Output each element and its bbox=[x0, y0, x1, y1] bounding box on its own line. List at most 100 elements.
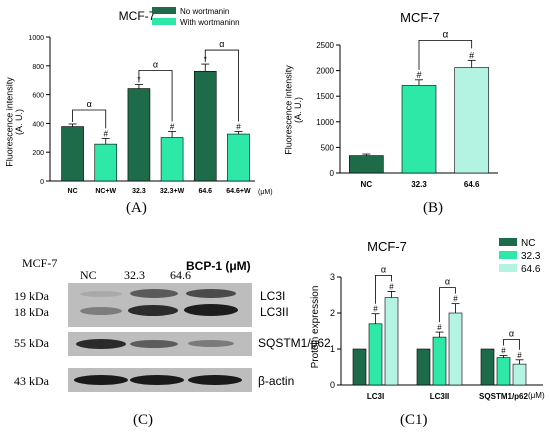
chart-a-unit: (μM) bbox=[258, 189, 273, 196]
band-actin-nc bbox=[74, 375, 128, 385]
chart-b-32-3-significance-marker: # bbox=[416, 70, 421, 80]
chart-b-ytick-label: 0 bbox=[330, 169, 335, 178]
chart-a-64-6-bar bbox=[193, 70, 217, 182]
chart-a-ytick-label: 600 bbox=[32, 93, 44, 100]
chart-c1-bracket-0-label: α bbox=[381, 264, 386, 274]
panel-label-c: (C) bbox=[133, 412, 153, 428]
chart-a-ytick-label: 800 bbox=[32, 64, 44, 71]
chart-a-bracket-2 bbox=[204, 49, 239, 122]
band-actin-32-3 bbox=[130, 375, 184, 385]
blot-label-lc3i: LC3I bbox=[260, 289, 286, 303]
chart-c1-ytick-label: 3 bbox=[330, 272, 335, 282]
chart-a-bracket-1-label: α bbox=[153, 60, 158, 70]
chart-c1-sqstm1-p62-nc-bar bbox=[480, 348, 495, 386]
legend-label-no-wortmanin: No wortmanin bbox=[180, 7, 229, 16]
chart-a: MCF-7 Fluorescence intensity(A. U.) No w… bbox=[4, 7, 273, 196]
blot-treatment-label: BCP-1 (μM) bbox=[186, 259, 251, 273]
chart-c1-bracket-0 bbox=[375, 275, 392, 304]
chart-b-nc-bar bbox=[349, 155, 384, 174]
chart-c1-sqstm1-p62-64-6-bar bbox=[512, 363, 527, 386]
chart-b-title: MCF-7 bbox=[400, 10, 440, 25]
chart-a-64-6-xtick-label: 64.6 bbox=[198, 188, 212, 195]
chart-a-nc-bar bbox=[61, 126, 84, 182]
chart-b: MCF-7 Fluorescence intensity(A. U.) 0 500… bbox=[283, 10, 498, 189]
chart-a-ytick-label: 1000 bbox=[28, 35, 44, 42]
chart-c1-sqstm1-p62-32-3-bar bbox=[496, 357, 511, 386]
chart-a-32-3-w-bar bbox=[160, 137, 184, 182]
panel-label-b: (B) bbox=[423, 200, 443, 216]
chart-c1-lc3ii-32-3-significance-marker: # bbox=[437, 323, 442, 332]
chart-a-legend: No wortmanin With wortmaninn bbox=[152, 7, 240, 27]
chart-a-32-3-w-significance-marker: # bbox=[170, 122, 175, 131]
chart-c1-lc3ii-xtick-label: LC3II bbox=[430, 392, 450, 401]
chart-b-32-3-xtick-label: 32.3 bbox=[411, 180, 427, 189]
chart-a-bracket-1 bbox=[138, 70, 173, 122]
blot-lane-nc: NC bbox=[80, 268, 97, 282]
band-lc3i-64-6 bbox=[186, 289, 236, 298]
blot-strip-p62 bbox=[68, 332, 252, 356]
chart-c1-legend: NC 32.3 64.6 bbox=[499, 238, 541, 275]
chart-c1-lc3i-64-6-bar bbox=[384, 297, 399, 386]
chart-c1: MCF-7 Protein expression NC 32.3 64.6 (μ… bbox=[310, 238, 545, 401]
chart-c1-bracket-1 bbox=[439, 287, 456, 323]
blot-label-lc3ii: LC3II bbox=[260, 305, 289, 319]
chart-c1-lc3i-32-3-significance-marker: # bbox=[373, 305, 378, 314]
chart-b-ylabel: Fluorescence intensity(A. U.) bbox=[283, 65, 303, 155]
chart-c1-lc3i-64-6-significance-marker: # bbox=[389, 282, 394, 291]
chart-b-ytick-label: 500 bbox=[321, 143, 335, 152]
legend-swatch-64-6 bbox=[499, 264, 517, 272]
chart-b-32-3-bar bbox=[401, 85, 437, 174]
chart-c1-title: MCF-7 bbox=[367, 239, 407, 254]
legend-swatch-no-wortmanin bbox=[152, 7, 176, 14]
blot-strip-lc3 bbox=[68, 283, 252, 327]
panel-label-a: (A) bbox=[126, 200, 147, 216]
chart-a-nc-w-bar bbox=[94, 143, 118, 182]
chart-a-bracket-2-label: α bbox=[219, 39, 224, 49]
chart-c1-sqstm1-p62-64-6-significance-marker: # bbox=[517, 351, 522, 360]
chart-b-bracket-0-label: α bbox=[442, 29, 448, 40]
chart-a-nc-w-significance-marker: # bbox=[104, 129, 109, 138]
chart-c1-ytick-label: 1 bbox=[330, 344, 335, 354]
chart-a-ytick-label: 400 bbox=[32, 121, 44, 128]
chart-a-32-3-xtick-label: 32.3 bbox=[132, 188, 146, 195]
blot-marker-55kda: 55 kDa bbox=[14, 336, 49, 350]
band-actin-64-6 bbox=[188, 375, 242, 385]
chart-b-ytick-label: 2500 bbox=[316, 41, 334, 50]
chart-c1-lc3ii-nc-bar bbox=[416, 348, 431, 386]
legend-label-32-3: 32.3 bbox=[521, 251, 541, 262]
legend-label-with-wortmaninn: With wortmaninn bbox=[180, 18, 240, 27]
legend-swatch-with-wortmaninn bbox=[152, 18, 176, 25]
blot-strip-actin bbox=[68, 368, 252, 392]
chart-b-nc-xtick-label: NC bbox=[361, 180, 373, 189]
chart-b-ytick-label: 1500 bbox=[316, 92, 334, 101]
blot-marker-19kda: 19 kDa bbox=[14, 289, 49, 303]
chart-a-ytick-label: 0 bbox=[40, 179, 44, 186]
chart-b-64-6-significance-marker: # bbox=[469, 50, 474, 60]
band-lc3ii-nc bbox=[80, 307, 122, 315]
chart-a-64-6-w-xtick-label: 64.6+W bbox=[226, 188, 251, 195]
chart-a-bracket-0-label: α bbox=[87, 99, 92, 109]
blot-lane-32-3: 32.3 bbox=[124, 268, 145, 282]
chart-a-64-6-w-bar bbox=[227, 133, 250, 182]
band-p62-nc bbox=[76, 339, 126, 349]
chart-c1-bracket-2-label: α bbox=[509, 328, 514, 338]
blot-lane-64-6: 64.6 bbox=[170, 268, 191, 282]
band-lc3i-nc bbox=[80, 291, 122, 297]
band-p62-32-3 bbox=[130, 340, 178, 348]
chart-a-bracket-0 bbox=[72, 109, 107, 129]
chart-c1-ytick-label: 2 bbox=[330, 308, 335, 318]
blot-label-sqstm1: SQSTM1/p62 bbox=[258, 336, 331, 350]
chart-c1-ylabel: Protein expression bbox=[310, 286, 321, 369]
chart-c1-sqstm1-p62-32-3-significance-marker: # bbox=[501, 346, 506, 355]
chart-a-32-3-bar bbox=[127, 88, 151, 182]
band-lc3i-32-3 bbox=[130, 289, 178, 298]
chart-b-64-6-bar bbox=[454, 67, 489, 174]
blot-marker-18kda: 18 kDa bbox=[14, 305, 49, 319]
chart-b-ytick-label: 1000 bbox=[316, 118, 334, 127]
chart-b-64-6-xtick-label: 64.6 bbox=[464, 180, 480, 189]
chart-c1-lc3ii-32-3-bar bbox=[432, 336, 447, 386]
chart-b-ytick-label: 2000 bbox=[316, 67, 334, 76]
chart-a-nc-xtick-label: NC bbox=[68, 188, 78, 195]
band-lc3ii-64-6 bbox=[184, 304, 238, 316]
band-p62-64-6 bbox=[188, 340, 234, 347]
